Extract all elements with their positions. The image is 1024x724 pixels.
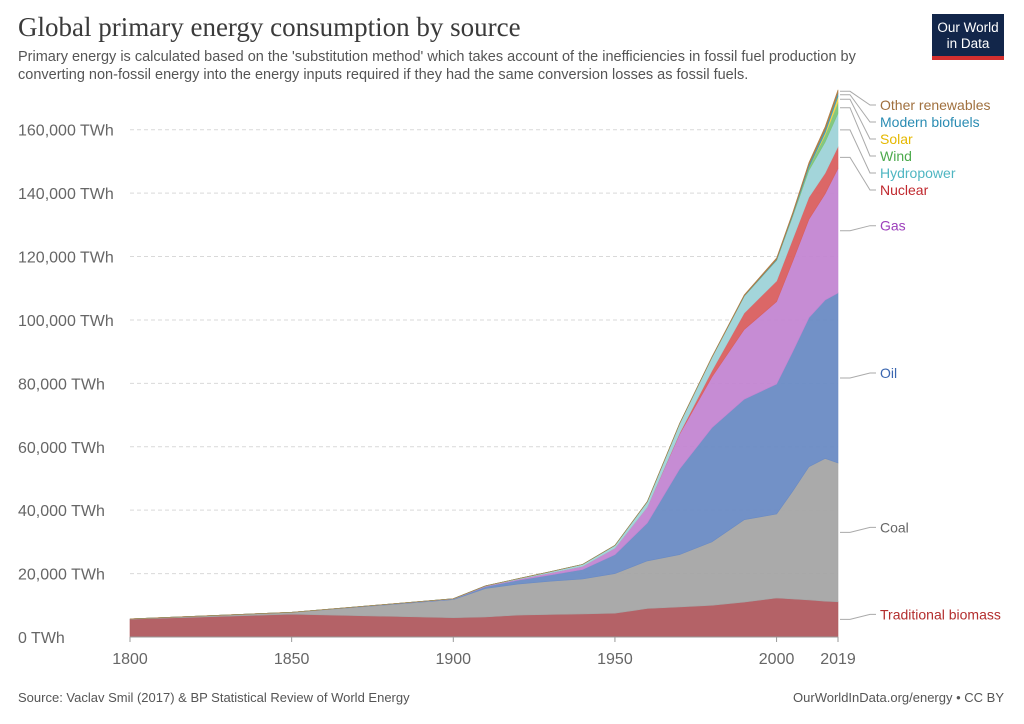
series-label-traditional-biomass[interactable]: Traditional biomass (880, 606, 1001, 622)
x-tick-label: 1900 (435, 651, 471, 668)
label-connector (840, 129, 876, 174)
x-tick-label: 2019 (820, 651, 856, 668)
series-label-coal[interactable]: Coal (880, 519, 909, 535)
x-tick-label: 1800 (112, 651, 148, 668)
label-connector (840, 156, 876, 191)
y-tick-label: 120,000 TWh (18, 250, 114, 267)
y-tick-label: 60,000 TWh (18, 440, 105, 457)
series-label-hydropower[interactable]: Hydropower (880, 165, 956, 181)
label-connector (840, 90, 876, 106)
axes: 0 TWh 20,000 TWh 40,000 TWh 60,000 TWh 80,00… (18, 123, 856, 668)
series-label-oil[interactable]: Oil (880, 365, 897, 381)
area-other-renewables[interactable] (129, 89, 839, 620)
x-tick-label: 2000 (759, 651, 795, 668)
x-tick-label: 1950 (597, 651, 633, 668)
source-note[interactable]: Source: Vaclav Smil (2017) & BP Statisti… (18, 690, 410, 705)
y-tick-label: 40,000 TWh (18, 503, 105, 520)
label-connector (840, 372, 876, 379)
stacked-areas (129, 89, 839, 638)
chart-title: Global primary energy consumption by sou… (18, 12, 521, 42)
x-tick-label: 1850 (274, 651, 310, 668)
chart-subtitle: Primary energy is calculated based on th… (18, 49, 856, 83)
y-tick-label: 160,000 TWh (18, 123, 114, 140)
y-tick-label: 140,000 TWh (18, 186, 114, 203)
license-link[interactable]: OurWorldInData.org/energy • CC BY (793, 690, 1004, 705)
series-label-modern-biofuels[interactable]: Modern biofuels (880, 114, 980, 130)
series-label-other-renewables[interactable]: Other renewables (880, 97, 991, 113)
label-connector (840, 225, 876, 232)
label-connector (840, 94, 876, 123)
owid-logo[interactable]: Our World in Data (932, 14, 1004, 60)
y-tick-label: 80,000 TWh (18, 376, 105, 393)
label-connector (840, 613, 876, 620)
series-labels: Traditional biomass Coal Oil Gas NuclearHydr… (840, 90, 1001, 622)
label-connector (840, 526, 876, 533)
series-label-wind[interactable]: Wind (880, 148, 912, 164)
y-tick-label: 20,000 TWh (18, 567, 105, 584)
series-label-solar[interactable]: Solar (880, 131, 913, 147)
logo-line-1: Our World (937, 20, 999, 35)
series-label-gas[interactable]: Gas (880, 218, 906, 234)
label-connector (840, 98, 876, 140)
y-tick-label: 100,000 TWh (18, 313, 114, 330)
logo-line-2: in Data (946, 36, 990, 51)
label-connector (840, 107, 876, 157)
y-tick-label: 0 TWh (18, 630, 65, 647)
series-label-nuclear[interactable]: Nuclear (880, 182, 929, 198)
